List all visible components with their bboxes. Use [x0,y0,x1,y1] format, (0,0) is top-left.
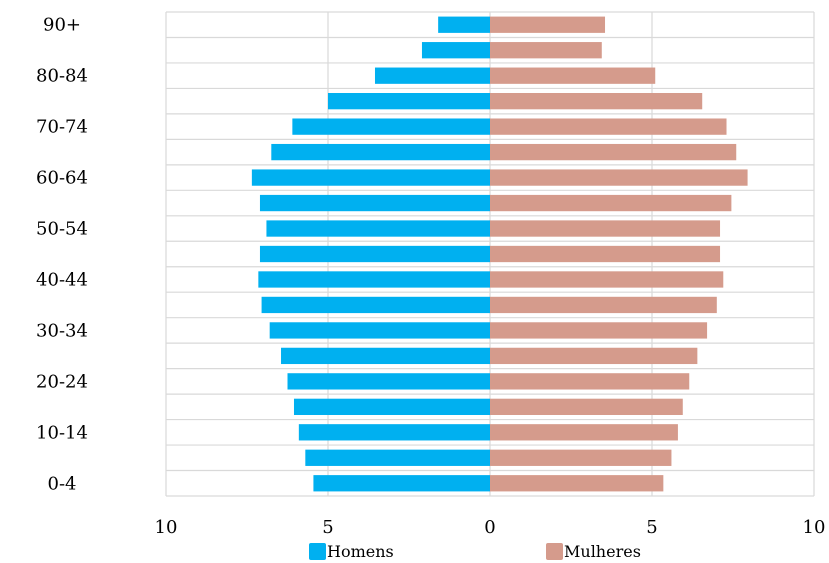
bar-homens-25-29 [281,347,490,365]
bar-homens-55-59 [259,194,490,212]
x-tick-label: 5 [646,517,657,538]
bar-mulheres-90+ [490,16,606,33]
x-tick-label: 10 [155,517,178,538]
bar-homens-0-4 [313,475,490,492]
bar-homens-60-64 [251,169,490,186]
x-tick-label: 0 [484,517,495,538]
bar-mulheres-0-4 [490,475,664,492]
bar-homens-30-34 [269,322,490,339]
y-tick-label-50-54: 50-54 [36,219,88,240]
bar-mulheres-5-9 [490,449,672,466]
bar-mulheres-70-74 [490,118,727,135]
bar-homens-50-54 [266,220,490,237]
y-tick-label-40-44: 40-44 [36,269,88,290]
bar-homens-35-39 [261,296,490,314]
bar-mulheres-20-24 [490,373,690,390]
bar-mulheres-80-84 [490,67,656,84]
bar-mulheres-15-19 [490,398,683,415]
bar-homens-5-9 [305,449,490,466]
bar-homens-65-69 [271,143,490,161]
y-axis-tick-labels: 90+ 80-84 70-74 60-64 50-54 40-44 30-34 20-24 10… [36,15,88,495]
bar-mulheres-55-59 [490,194,732,212]
x-axis-tick-labels: 10 5 0 5 10 [155,517,826,538]
bar-homens-85-89 [421,42,490,59]
bar-mulheres-50-54 [490,220,721,237]
bar-mulheres-25-29 [490,347,698,365]
y-tick-label-70-74: 70-74 [36,117,88,138]
gridlines [165,11,815,497]
y-tick-label-30-34: 30-34 [36,320,88,341]
bar-homens-75-79 [328,93,490,110]
bar-mulheres-40-44 [490,271,724,288]
bar-mulheres-30-34 [490,322,708,339]
bar-mulheres-65-69 [490,143,737,161]
bar-mulheres-85-89 [490,42,602,59]
bar-homens-45-49 [259,245,490,263]
bar-mulheres-60-64 [490,169,748,186]
y-tick-label-20-24: 20-24 [36,371,88,392]
legend-label-mulheres: Mulheres [564,542,641,561]
bars [251,16,748,492]
legend: Homens Mulheres [309,542,641,561]
y-tick-label-60-64: 60-64 [36,168,88,189]
y-tick-label-80-84: 80-84 [36,66,88,87]
bar-homens-90+ [438,16,490,33]
bar-mulheres-10-14 [490,424,678,441]
bar-homens-70-74 [292,118,490,135]
bar-mulheres-35-39 [490,296,717,314]
bar-mulheres-45-49 [490,245,721,263]
legend-swatch-mulheres [546,543,563,560]
bar-mulheres-75-79 [490,93,703,110]
y-tick-label-0-4: 0-4 [48,473,77,494]
bar-homens-15-19 [293,398,490,415]
legend-swatch-homens [309,543,326,560]
bar-homens-10-14 [298,424,490,441]
x-tick-label: 5 [322,517,333,538]
bar-homens-80-84 [374,67,490,84]
bar-homens-40-44 [258,271,490,288]
y-tick-label-10-14: 10-14 [36,422,88,443]
x-tick-label: 10 [803,517,826,538]
y-tick-label-90+: 90+ [43,15,81,36]
legend-label-homens: Homens [327,542,394,561]
bar-homens-20-24 [287,373,490,390]
